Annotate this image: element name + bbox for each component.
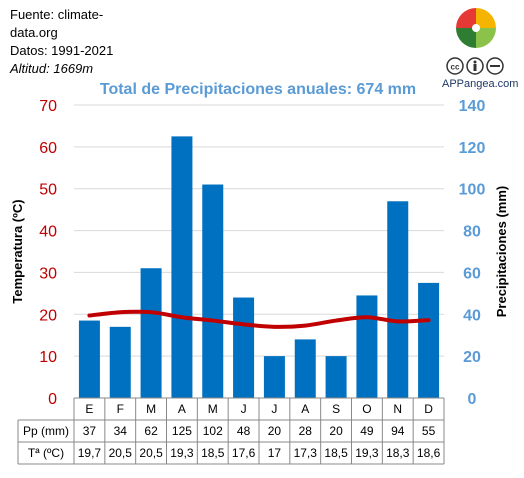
y-tick-left: 10 <box>39 349 57 366</box>
table-cell: 18,3 <box>386 446 410 460</box>
y-tick-left: 20 <box>39 307 57 324</box>
data-period: Datos: 1991-2021 <box>10 43 114 58</box>
svg-text:cc: cc <box>451 63 460 72</box>
precip-bar <box>418 282 440 398</box>
site-brand: APPangea.com <box>442 78 519 90</box>
table-cell: 19,7 <box>78 446 102 460</box>
source-line: data.org <box>10 25 58 40</box>
temperature-line <box>87 309 431 329</box>
precip-bar <box>171 136 193 398</box>
x-tick-label: E <box>85 402 93 416</box>
table-cell: 17,6 <box>232 446 256 460</box>
table-cell: 18,5 <box>324 446 348 460</box>
y-tick-left: 50 <box>39 182 57 199</box>
y-tick-right: 20 <box>463 349 481 366</box>
precip-bar <box>294 339 316 398</box>
y-tick-left: 70 <box>39 98 57 115</box>
x-tick-label: A <box>301 402 309 416</box>
y-tick-right: 80 <box>463 224 481 241</box>
table-cell: 48 <box>237 424 251 438</box>
y-tick-left: 0 <box>48 391 57 408</box>
x-tick-label: M <box>146 402 156 416</box>
x-tick-label: O <box>362 402 371 416</box>
y-tick-right: 60 <box>463 265 481 282</box>
table-cell: 37 <box>83 424 97 438</box>
table-cell: 34 <box>114 424 128 438</box>
y-axis-label-left: Temperatura (ºC) <box>10 199 25 303</box>
y-tick-right: 0 <box>468 391 477 408</box>
table-cell: 17,3 <box>294 446 318 460</box>
table-cell: 19,3 <box>355 446 379 460</box>
table-cell: 94 <box>391 424 405 438</box>
y-tick-left: 40 <box>39 224 57 241</box>
table-cell: 18,5 <box>201 446 225 460</box>
y-tick-right: 100 <box>459 182 486 199</box>
precip-bar <box>263 356 285 398</box>
x-tick-label: J <box>271 402 277 416</box>
table-cell: 49 <box>360 424 374 438</box>
y-tick-left: 60 <box>39 140 57 157</box>
table-cell: 17 <box>268 446 282 460</box>
table-cell: 20 <box>329 424 343 438</box>
x-tick-label: D <box>424 402 433 416</box>
precip-bar <box>202 184 224 398</box>
table-cell: 18,6 <box>417 446 441 460</box>
chart-title: Total de Precipitaciones anuales: 674 mm <box>99 81 417 98</box>
precip-bar <box>109 326 131 398</box>
x-tick-label: N <box>393 402 402 416</box>
table-cell: 102 <box>203 424 223 438</box>
y-axis-label-right: Precipitaciones (mm) <box>494 186 509 318</box>
y-tick-right: 120 <box>459 140 486 157</box>
x-tick-label: F <box>117 402 124 416</box>
x-tick-label: J <box>241 402 247 416</box>
table-cell: 125 <box>172 424 192 438</box>
precip-bar <box>233 297 255 398</box>
table-cell: 20,5 <box>109 446 133 460</box>
source-line: Fuente: climate- <box>10 7 104 22</box>
puzzle-logo-icon <box>456 8 496 48</box>
creative-commons-icon: cc <box>446 57 504 75</box>
y-tick-right: 140 <box>459 98 486 115</box>
table-row-label: Tª (ºC) <box>28 446 64 460</box>
table-cell: 62 <box>144 424 158 438</box>
y-tick-left: 30 <box>39 265 57 282</box>
precip-bar <box>325 356 347 398</box>
table-cell: 20,5 <box>139 446 163 460</box>
precip-bar <box>387 201 409 398</box>
table-cell: 19,3 <box>170 446 194 460</box>
table-row-label: Pp (mm) <box>23 424 69 438</box>
table-cell: 55 <box>422 424 436 438</box>
x-tick-label: A <box>178 402 186 416</box>
table-cell: 20 <box>268 424 282 438</box>
x-tick-label: S <box>332 402 340 416</box>
y-tick-right: 40 <box>463 307 481 324</box>
table-cell: 28 <box>299 424 313 438</box>
x-tick-label: M <box>208 402 218 416</box>
altitude: Altitud: 1669m <box>10 61 94 76</box>
precip-bar <box>78 320 100 398</box>
precip-bar <box>356 295 378 398</box>
precip-bar <box>140 268 162 398</box>
